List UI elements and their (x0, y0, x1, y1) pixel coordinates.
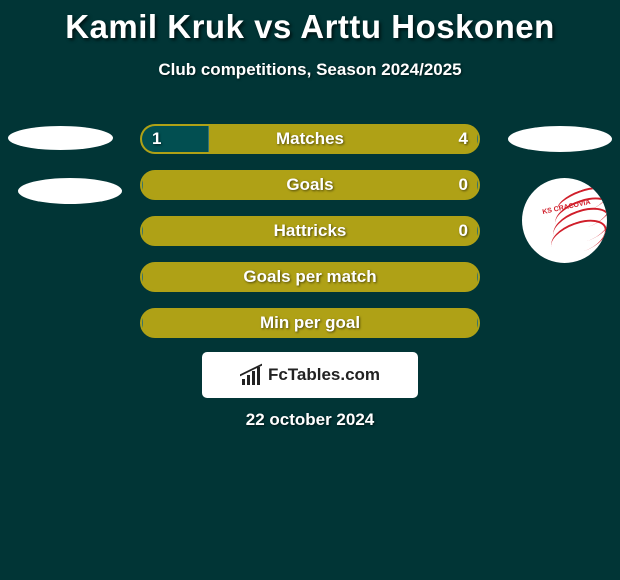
stat-row: 1 Matches 4 (140, 124, 480, 154)
stat-bar-fill-left (142, 218, 143, 244)
stat-bar-fill-right (477, 264, 478, 290)
watermark: FcTables.com (202, 352, 418, 398)
stat-bar-bg (140, 216, 480, 246)
stat-bar-bg (140, 170, 480, 200)
stat-row: Min per goal (140, 308, 480, 338)
stat-bar-fill-right (477, 310, 478, 336)
stat-bars: 1 Matches 4 Goals 0 Hattricks 0 (140, 124, 480, 354)
stat-value-right: 0 (459, 216, 468, 246)
stat-bar-fill-left (142, 264, 143, 290)
stat-bar-fill-right (477, 218, 478, 244)
watermark-label: FcTables.com (268, 365, 380, 385)
comparison-infographic: Kamil Kruk vs Arttu Hoskonen Club compet… (0, 0, 620, 580)
stat-bar-fill-left (142, 172, 143, 198)
player1-club-placeholder (18, 178, 122, 204)
badge-stripes-icon (560, 186, 607, 256)
subtitle: Club competitions, Season 2024/2025 (0, 60, 620, 80)
stat-bar-bg (140, 124, 480, 154)
stat-bar-bg (140, 262, 480, 292)
chart-icon (240, 365, 262, 385)
stat-value-right: 0 (459, 170, 468, 200)
player2-club-badge: KS CRACOVIA (522, 178, 607, 263)
stat-value-left: 1 (152, 124, 161, 154)
stat-row: Hattricks 0 (140, 216, 480, 246)
stat-bar-fill-left (142, 310, 143, 336)
stat-value-right: 4 (459, 124, 468, 154)
date-label: 22 october 2024 (0, 410, 620, 430)
stat-bar-fill-right (477, 126, 478, 152)
player2-avatar-placeholder (508, 126, 612, 152)
stat-bar-bg (140, 308, 480, 338)
page-title: Kamil Kruk vs Arttu Hoskonen (0, 0, 620, 46)
stat-row: Goals per match (140, 262, 480, 292)
player1-avatar-placeholder (8, 126, 113, 150)
stat-row: Goals 0 (140, 170, 480, 200)
stat-bar-fill-right (477, 172, 478, 198)
